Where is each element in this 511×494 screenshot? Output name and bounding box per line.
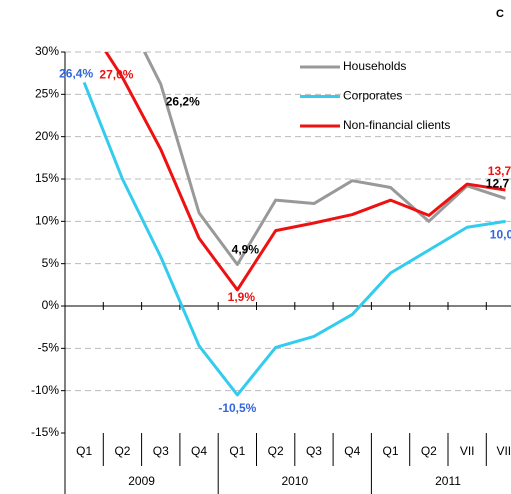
- y-tick-label: -10%: [31, 383, 59, 397]
- x-tick-label: VIII: [496, 444, 511, 458]
- x-tick-label: Q2: [114, 444, 130, 458]
- x-tick-label: Q2: [268, 444, 284, 458]
- legend-label: Corporates: [343, 89, 402, 103]
- data-label: 12,7: [486, 177, 510, 191]
- y-tick-label: -15%: [31, 425, 59, 439]
- y-tick-label: 15%: [35, 171, 59, 185]
- data-label: 26,2%: [166, 94, 200, 108]
- data-label: 1,9%: [228, 290, 256, 304]
- x-tick-label: VII: [460, 444, 475, 458]
- x-tick-label: Q1: [76, 444, 92, 458]
- y-tick-label: 20%: [35, 129, 59, 143]
- data-label: 13,7: [488, 164, 511, 178]
- y-tick-label: 25%: [35, 87, 59, 101]
- y-tick-label: 10%: [35, 214, 59, 228]
- x-tick-label: Q3: [306, 444, 322, 458]
- y-tick-label: -5%: [38, 341, 60, 355]
- group-label: 2010: [281, 474, 308, 488]
- x-tick-label: Q2: [421, 444, 437, 458]
- line-series: [104, 52, 506, 292]
- legend-label: Non-financial clients: [343, 118, 450, 132]
- line-series: [82, 81, 506, 397]
- data-label: -10,5%: [218, 401, 256, 415]
- y-tick-label: 0%: [42, 298, 60, 312]
- data-label: 4,9%: [232, 243, 260, 257]
- group-label: 2009: [128, 474, 155, 488]
- x-tick-label: Q1: [383, 444, 399, 458]
- data-label: 27,0%: [99, 68, 133, 82]
- y-tick-label: 30%: [35, 44, 59, 58]
- legend-label: Households: [343, 59, 406, 73]
- y-tick-label: 5%: [42, 256, 60, 270]
- chart-title: C: [496, 8, 504, 20]
- x-tick-label: Q1: [229, 444, 245, 458]
- plot-area: [82, 52, 506, 397]
- data-label: 10,0: [490, 228, 511, 242]
- data-label: 26,4%: [59, 67, 93, 81]
- x-tick-label: Q4: [191, 444, 207, 458]
- group-label: 2011: [435, 474, 461, 488]
- x-tick-label: Q3: [153, 444, 169, 458]
- line-series: [142, 52, 506, 267]
- x-tick-label: Q4: [344, 444, 360, 458]
